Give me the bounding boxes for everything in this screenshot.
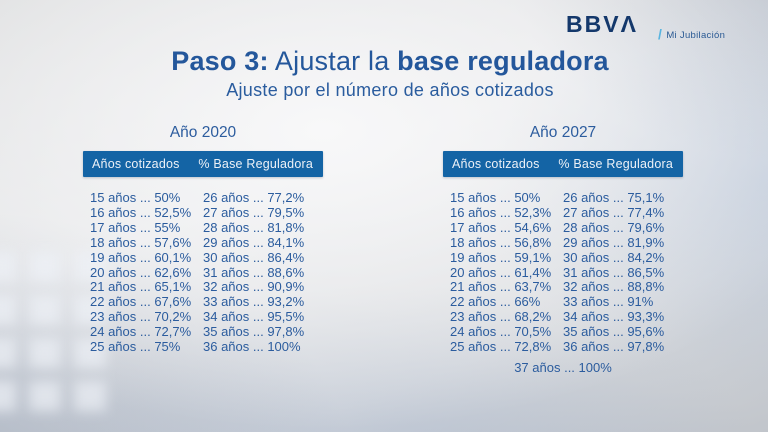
table-row: 20 años ... 61,4% — [450, 264, 552, 280]
brand-tagline: / Mi Jubilación — [658, 25, 725, 43]
table-row: 24 años ... 72,7% — [90, 324, 192, 340]
table-2020: Año 2020 Años cotizados % Base Regulador… — [83, 123, 323, 355]
table-2027-year-label: Año 2027 — [529, 124, 597, 141]
table-row: 31 años ... 88,6% — [203, 264, 305, 280]
table-row: 32 años ... 88,8% — [563, 279, 665, 295]
table-row: 30 años ... 86,4% — [203, 249, 305, 265]
table-2027-footer-row: 37 años ... 100% — [514, 359, 612, 375]
header-titles: Paso 3: Ajustar la base reguladora Ajust… — [0, 45, 768, 101]
table-row: 32 años ... 90,9% — [203, 279, 305, 295]
table-row: 28 años ... 79,6% — [563, 219, 665, 235]
table-row: 33 años ... 91% — [563, 294, 654, 310]
page-title: Paso 3: Ajustar la base reguladora — [12, 45, 768, 77]
table-row: 35 años ... 95,6% — [563, 324, 665, 340]
col-header-anos-cotizados: Años cotizados — [92, 157, 180, 171]
slash-icon: / — [658, 26, 662, 42]
table-row: 31 años ... 86,5% — [563, 264, 665, 280]
table-row: 21 años ... 65,1% — [90, 279, 192, 295]
title-emphasis: base reguladora — [397, 46, 609, 76]
table-row: 18 años ... 57,6% — [90, 234, 192, 250]
table-row: 27 años ... 79,5% — [203, 204, 305, 220]
bbva-logo: BBVΛ — [566, 11, 636, 37]
table-row: 29 años ... 84,1% — [203, 234, 305, 250]
col-header-anos-cotizados: Años cotizados — [452, 157, 540, 171]
table-row: 24 años ... 70,5% — [450, 324, 552, 340]
table-row: 19 años ... 59,1% — [450, 249, 552, 265]
blurred-building-windows-decoration — [0, 252, 106, 411]
table-row: 27 años ... 77,4% — [563, 204, 665, 220]
table-row: 33 años ... 93,2% — [203, 294, 305, 310]
table-2020-year-label: Año 2020 — [169, 124, 237, 141]
table-row: 21 años ... 63,7% — [450, 279, 552, 295]
table-row: 20 años ... 62,6% — [90, 264, 192, 280]
table-row: 23 años ... 70,2% — [90, 309, 192, 325]
table-row: 36 años ... 100% — [203, 339, 301, 355]
table-row: 26 años ... 75,1% — [563, 190, 665, 205]
col-header-base-reguladora: % Base Reguladora — [198, 157, 313, 171]
table-2027-column-15-25: 15 años ... 50% 16 años ... 52,3% 17 años … — [450, 190, 563, 355]
table-row: 26 años ... 77,2% — [203, 190, 305, 205]
title-step-label: Paso 3: — [171, 46, 269, 76]
table-row: 16 años ... 52,5% — [90, 204, 192, 220]
table-2027-rows: 15 años ... 50% 16 años ... 52,3% 17 años … — [443, 190, 683, 355]
table-row: 18 años ... 56,8% — [450, 234, 552, 250]
table-row: 19 años ... 60,1% — [90, 249, 192, 265]
table-row: 25 años ... 72,8% — [450, 339, 552, 355]
table-2020-column-15-25: 15 años ... 50% 16 años ... 52,5% 17 años … — [90, 190, 203, 355]
table-row: 34 años ... 93,3% — [563, 309, 665, 325]
table-row: 22 años ... 67,6% — [90, 294, 192, 310]
table-row: 22 años ... 66% — [450, 294, 541, 310]
table-row: 34 años ... 95,5% — [203, 309, 305, 325]
table-row: 16 años ... 52,3% — [450, 204, 552, 220]
bbva-logo-a-glyph: Λ — [620, 11, 636, 37]
bbva-logo-text: BBVΛ — [566, 11, 636, 37]
table-2027-header-bar: Años cotizados % Base Reguladora — [443, 151, 683, 177]
table-row: 17 años ... 55% — [90, 219, 181, 235]
table-row: 23 años ... 68,2% — [450, 309, 552, 325]
table-row: 29 años ... 81,9% — [563, 234, 665, 250]
table-row: 36 años ... 97,8% — [563, 339, 665, 355]
table-row: 30 años ... 84,2% — [563, 249, 665, 265]
table-2020-column-26-36: 26 años ... 77,2% 27 años ... 79,5% 28 año… — [203, 190, 323, 355]
page-subtitle: Ajuste por el número de años cotizados — [226, 80, 554, 100]
table-2027: Año 2027 Años cotizados % Base Regulador… — [443, 123, 683, 376]
title-mid: Ajustar la — [268, 46, 398, 76]
table-2020-rows: 15 años ... 50% 16 años ... 52,5% 17 años … — [83, 190, 323, 355]
table-2027-column-26-36: 26 años ... 75,1% 27 años ... 77,4% 28 año… — [563, 190, 683, 355]
brand-tagline-label: Mi Jubilación — [666, 30, 726, 41]
table-row: 25 años ... 75% — [90, 339, 181, 355]
table-row: 15 años ... 50% — [90, 190, 181, 205]
table-2020-header-bar: Años cotizados % Base Reguladora — [83, 151, 323, 177]
table-row: 17 años ... 54,6% — [450, 219, 552, 235]
table-row: 15 años ... 50% — [450, 190, 541, 205]
col-header-base-reguladora: % Base Reguladora — [558, 157, 673, 171]
table-row: 35 años ... 97,8% — [203, 324, 305, 340]
table-row: 28 años ... 81,8% — [203, 219, 305, 235]
